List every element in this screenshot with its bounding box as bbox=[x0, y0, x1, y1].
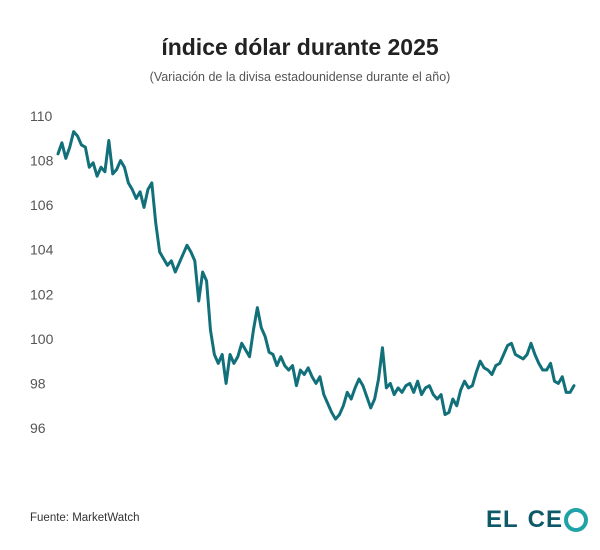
series-line-dxy bbox=[56, 130, 576, 421]
chart-title: índice dólar durante 2025 bbox=[161, 34, 439, 60]
logo-word-el: EL bbox=[486, 506, 519, 533]
y-axis-ticks: 96 98 100 102 104 106 108 110 bbox=[30, 108, 54, 436]
source-note: Fuente: MarketWatch bbox=[30, 512, 140, 524]
y-tick-label: 102 bbox=[30, 286, 54, 302]
chart-subtitle: (Variación de la divisa estadounidense d… bbox=[149, 70, 451, 84]
y-tick-label: 100 bbox=[30, 331, 54, 347]
series-group bbox=[56, 130, 576, 421]
y-tick-label: 108 bbox=[30, 153, 54, 169]
y-tick-label: 98 bbox=[30, 375, 46, 391]
y-tick-label: 104 bbox=[30, 242, 54, 258]
y-tick-label: 110 bbox=[30, 108, 53, 124]
y-tick-label: 106 bbox=[30, 197, 54, 213]
el-ceo-logo: EL CE bbox=[486, 506, 589, 534]
y-tick-label: 96 bbox=[30, 420, 46, 436]
logo-word-ce: CE bbox=[527, 506, 564, 533]
logo-o-ring-icon bbox=[564, 508, 589, 532]
